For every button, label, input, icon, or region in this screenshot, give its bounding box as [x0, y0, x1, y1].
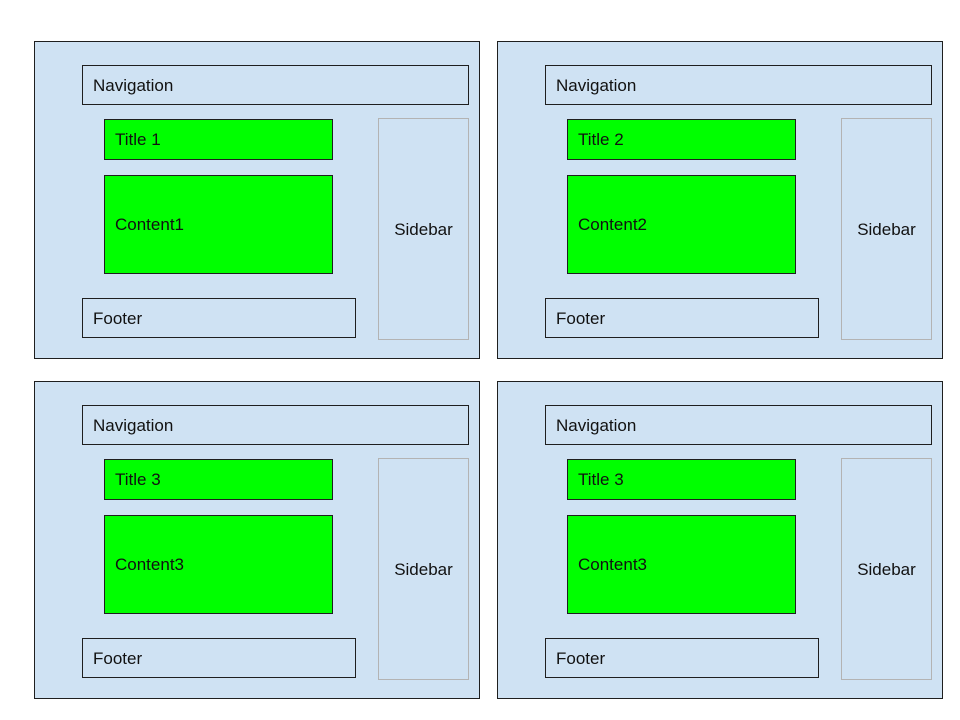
title-label: Title 3: [115, 470, 161, 489]
navigation-label: Navigation: [93, 415, 174, 435]
navigation-box: Navigation: [82, 65, 469, 105]
title-box: Title 2: [567, 119, 796, 160]
footer-box: Footer: [545, 298, 819, 338]
content-label: Content3: [115, 555, 184, 574]
content-box: Content2: [567, 175, 796, 274]
content-label: Content1: [115, 215, 184, 234]
navigation-box: Navigation: [82, 405, 469, 445]
footer-box: Footer: [82, 298, 356, 338]
sidebar-box: Sidebar: [378, 458, 469, 680]
title-box: Title 1: [104, 119, 333, 160]
sidebar-label: Sidebar: [394, 219, 453, 239]
sidebar-box: Sidebar: [841, 458, 932, 680]
sidebar-label: Sidebar: [394, 559, 453, 579]
sidebar-label: Sidebar: [857, 559, 916, 579]
content-box: Content1: [104, 175, 333, 274]
footer-box: Footer: [82, 638, 356, 678]
layout-panel-4: Navigation Title 3 Content3 Sidebar Foot…: [497, 381, 943, 699]
title-label: Title 2: [578, 130, 624, 149]
sidebar-box: Sidebar: [841, 118, 932, 340]
sidebar-label: Sidebar: [857, 219, 916, 239]
content-label: Content2: [578, 215, 647, 234]
navigation-label: Navigation: [93, 75, 174, 95]
navigation-box: Navigation: [545, 405, 932, 445]
layout-panel-1: Navigation Title 1 Content1 Sidebar Foot…: [34, 41, 480, 359]
footer-label: Footer: [93, 308, 143, 328]
content-box: Content3: [104, 515, 333, 614]
footer-label: Footer: [556, 648, 606, 668]
navigation-label: Navigation: [556, 415, 637, 435]
layout-panel-2: Navigation Title 2 Content2 Sidebar Foot…: [497, 41, 943, 359]
layout-panel-3: Navigation Title 3 Content3 Sidebar Foot…: [34, 381, 480, 699]
content-label: Content3: [578, 555, 647, 574]
title-box: Title 3: [567, 459, 796, 500]
title-box: Title 3: [104, 459, 333, 500]
navigation-box: Navigation: [545, 65, 932, 105]
navigation-label: Navigation: [556, 75, 637, 95]
title-label: Title 3: [578, 470, 624, 489]
footer-box: Footer: [545, 638, 819, 678]
footer-label: Footer: [93, 648, 143, 668]
sidebar-box: Sidebar: [378, 118, 469, 340]
content-box: Content3: [567, 515, 796, 614]
title-label: Title 1: [115, 130, 161, 149]
footer-label: Footer: [556, 308, 606, 328]
